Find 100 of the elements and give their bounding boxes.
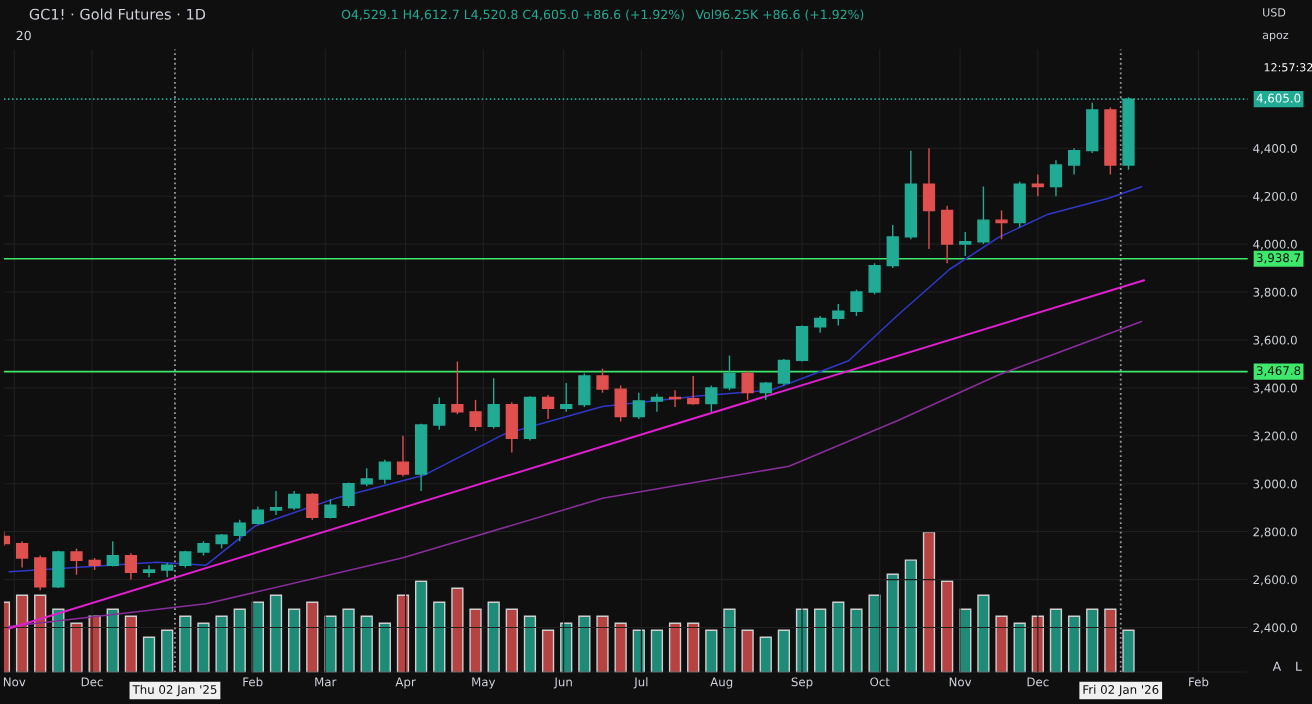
x-tick-label: Jul xyxy=(633,677,648,689)
candlestick xyxy=(1049,159,1063,197)
candlestick xyxy=(977,185,990,245)
x-tick-label: Apr xyxy=(395,677,416,689)
bar xyxy=(142,636,156,673)
candlestick xyxy=(15,540,29,569)
bar xyxy=(469,608,482,673)
x-tick-label: Dec xyxy=(81,677,103,687)
bar xyxy=(940,580,954,673)
bar xyxy=(124,615,138,673)
text: USD xyxy=(1263,8,1286,17)
bar xyxy=(433,601,446,673)
y-tick-label: 3,400.0 xyxy=(1253,383,1297,394)
candlestick xyxy=(959,231,972,257)
candlestick xyxy=(288,490,301,511)
bar xyxy=(1049,608,1063,673)
bar xyxy=(1067,615,1081,673)
x-tick-label: Mar xyxy=(315,677,337,687)
bar xyxy=(233,608,246,673)
bar xyxy=(868,594,881,673)
bar xyxy=(614,622,627,673)
bar xyxy=(15,594,29,673)
candlestick xyxy=(687,375,700,406)
bar xyxy=(705,629,718,673)
x-tick-label: Nov xyxy=(3,677,26,687)
y-tick-label: 2,600.0 xyxy=(1253,575,1297,586)
y-tick-label: 3,200.0 xyxy=(1253,431,1297,442)
y-tick-label: 3,600.0 xyxy=(1253,335,1297,346)
y-tick-label: 3,000.0 xyxy=(1253,479,1297,490)
candlestick xyxy=(106,540,119,568)
candlestick xyxy=(850,288,863,317)
candlestick xyxy=(596,368,609,394)
candlestick xyxy=(142,564,156,578)
text: A xyxy=(1272,661,1282,671)
candlestick xyxy=(306,492,319,521)
y-tick-label: 4,200.0 xyxy=(1253,191,1297,203)
x-tick-label: Nov xyxy=(949,677,972,687)
bar xyxy=(215,615,228,673)
bar xyxy=(342,608,355,673)
candlestick xyxy=(378,459,391,485)
text: apoz xyxy=(1262,32,1289,42)
bar xyxy=(995,615,1008,673)
candlestick xyxy=(451,360,464,415)
bar xyxy=(70,622,83,673)
bar xyxy=(723,608,736,673)
x-tick-label: Sep xyxy=(791,677,813,689)
bar xyxy=(759,636,772,673)
bar xyxy=(523,615,537,673)
candlestick xyxy=(269,490,283,516)
y-tick-label: 2,400.0 xyxy=(1253,623,1297,634)
bar xyxy=(650,629,664,673)
y-tick-label: 3,800.0 xyxy=(1253,287,1297,298)
x-tick-label: Aug xyxy=(710,677,733,689)
bar xyxy=(451,587,464,673)
bar xyxy=(687,622,700,673)
bar xyxy=(161,629,174,673)
candlestick xyxy=(541,394,555,420)
bar xyxy=(378,622,391,673)
ref-line-label: 3,467.8 xyxy=(1256,366,1301,377)
candlestick xyxy=(650,393,664,413)
bar xyxy=(179,615,192,673)
text: 20 xyxy=(16,30,31,41)
bar xyxy=(106,608,119,673)
bar xyxy=(414,580,428,673)
bar xyxy=(197,622,210,673)
bar xyxy=(741,629,754,673)
bar xyxy=(922,531,936,673)
bar xyxy=(487,601,500,673)
candlestick xyxy=(995,209,1008,241)
candlestick xyxy=(396,435,410,478)
bar xyxy=(578,615,591,673)
y-tick-label: 2,800.0 xyxy=(1253,527,1297,538)
bar xyxy=(1122,629,1135,673)
ref-line-label: 4,605.0 xyxy=(1256,93,1301,104)
bar xyxy=(1086,608,1099,673)
bar xyxy=(34,594,47,673)
x-tick-label: Oct xyxy=(870,677,890,687)
y-tick-label: 4,400.0 xyxy=(1253,143,1297,155)
bar xyxy=(360,615,373,673)
bar xyxy=(505,608,518,673)
line-series xyxy=(8,186,1143,573)
candlestick xyxy=(233,518,246,542)
y-tick-label: 4,000.0 xyxy=(1253,239,1297,250)
text: L xyxy=(1296,661,1302,671)
candlestick xyxy=(1031,173,1044,197)
x-tick-label: Jun xyxy=(553,677,572,689)
x-tick-label: Feb xyxy=(1189,677,1209,687)
candlestick xyxy=(342,481,355,509)
text: Vol96.25K +86.6 (+1.92%) xyxy=(695,9,864,21)
bar xyxy=(1104,608,1117,673)
bar xyxy=(886,573,899,673)
candlestick xyxy=(632,391,645,420)
candlestick xyxy=(705,384,718,413)
x-tick-label: Feb xyxy=(243,677,263,687)
candlestick xyxy=(777,358,791,387)
bar xyxy=(324,615,337,673)
candlestick xyxy=(1067,147,1081,176)
bar xyxy=(52,608,65,673)
candlestick xyxy=(124,552,138,581)
text: 12:57:32 xyxy=(1264,63,1312,72)
